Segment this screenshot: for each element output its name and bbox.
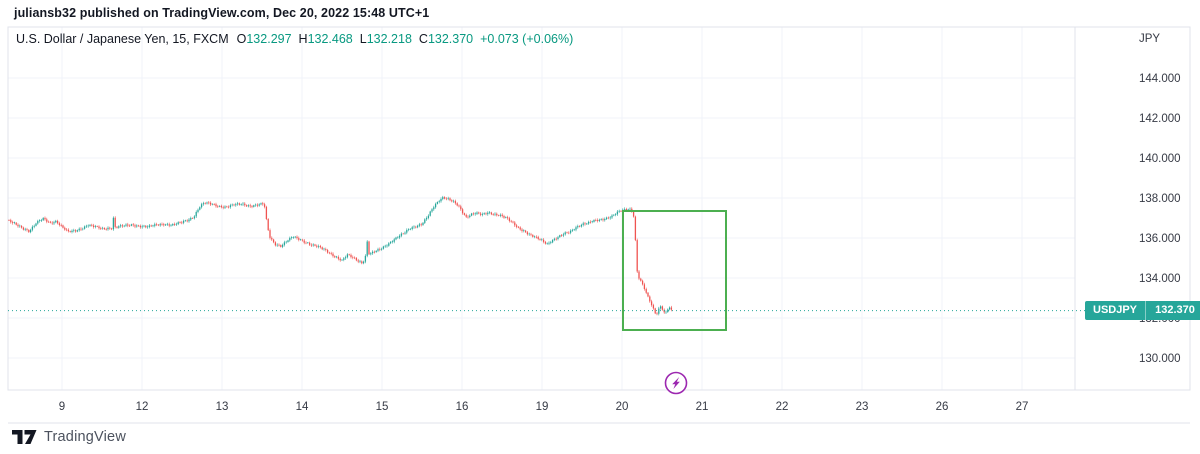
brand-text: TradingView (44, 429, 126, 445)
attribution-text: juliansb32 published on TradingView.com,… (14, 6, 430, 20)
price-tick-label: 142.000 (1139, 113, 1181, 125)
time-tick-label: 21 (696, 401, 709, 413)
time-tick-label: 27 (1016, 401, 1029, 413)
badge-symbol: USDJPY (1085, 301, 1147, 320)
price-change: +0.073 (+0.06%) (480, 32, 574, 46)
symbol-title: U.S. Dollar / Japanese Yen, 15, FXCM (16, 32, 229, 46)
ohlc-low-label: L (359, 32, 367, 46)
ohlc-close: C132.370 (419, 32, 473, 46)
price-tick-label: 134.000 (1139, 273, 1181, 285)
price-unit-label: JPY (1139, 33, 1160, 45)
symbol-legend[interactable]: U.S. Dollar / Japanese Yen, 15, FXCM O132… (16, 32, 573, 46)
time-tick-label: 14 (296, 401, 309, 413)
attribution-bar: juliansb32 published on TradingView.com,… (14, 6, 429, 20)
ohlc-low-value: 132.218 (366, 32, 412, 46)
ohlc-open: O132.297 (237, 32, 292, 46)
time-tick-label: 13 (216, 401, 229, 413)
time-tick-label: 22 (776, 401, 789, 413)
time-tick-label: 9 (59, 401, 65, 413)
gridlines (8, 27, 1075, 390)
price-scale[interactable]: JPY 144.000 142.000 140.000 138.000 136.000 13… (1139, 33, 1181, 365)
candles (8, 195, 673, 316)
ohlc-close-value: 132.370 (427, 32, 474, 46)
tradingview-logo-icon (12, 429, 37, 444)
current-price-badge[interactable]: USDJPY 132.370 (1085, 301, 1200, 320)
ohlc-open-label: O (236, 32, 247, 46)
time-tick-label: 15 (376, 401, 389, 413)
price-tick-label: 136.000 (1139, 233, 1181, 245)
ohlc-close-label: C (418, 32, 428, 46)
ohlc-high-value: 132.468 (307, 32, 353, 46)
ohlc-open-value: 132.297 (246, 32, 292, 46)
pane-borders (7, 26, 1191, 424)
time-tick-label: 26 (936, 401, 949, 413)
price-tick-label: 138.000 (1139, 193, 1181, 205)
tradingview-branding[interactable]: TradingView (12, 429, 126, 445)
time-tick-label: 20 (616, 401, 629, 413)
highlight-rectangle-annotation[interactable] (622, 210, 727, 331)
ohlc-low: L132.218 (360, 32, 412, 46)
ohlc-high-label: H (298, 32, 308, 46)
price-tick-label: 140.000 (1139, 153, 1181, 165)
time-tick-label: 23 (856, 401, 869, 413)
time-tick-label: 16 (456, 401, 469, 413)
flash-event-icon[interactable] (664, 371, 688, 395)
price-tick-label: 144.000 (1139, 73, 1181, 85)
time-scale[interactable]: 9 12 13 14 15 16 19 20 21 22 23 26 27 (59, 401, 1029, 413)
time-tick-label: 12 (136, 401, 149, 413)
time-tick-label: 19 (536, 401, 549, 413)
badge-price: 132.370 (1155, 304, 1195, 316)
price-tick-label: 130.000 (1139, 353, 1181, 365)
ohlc-high: H132.468 (299, 32, 353, 46)
